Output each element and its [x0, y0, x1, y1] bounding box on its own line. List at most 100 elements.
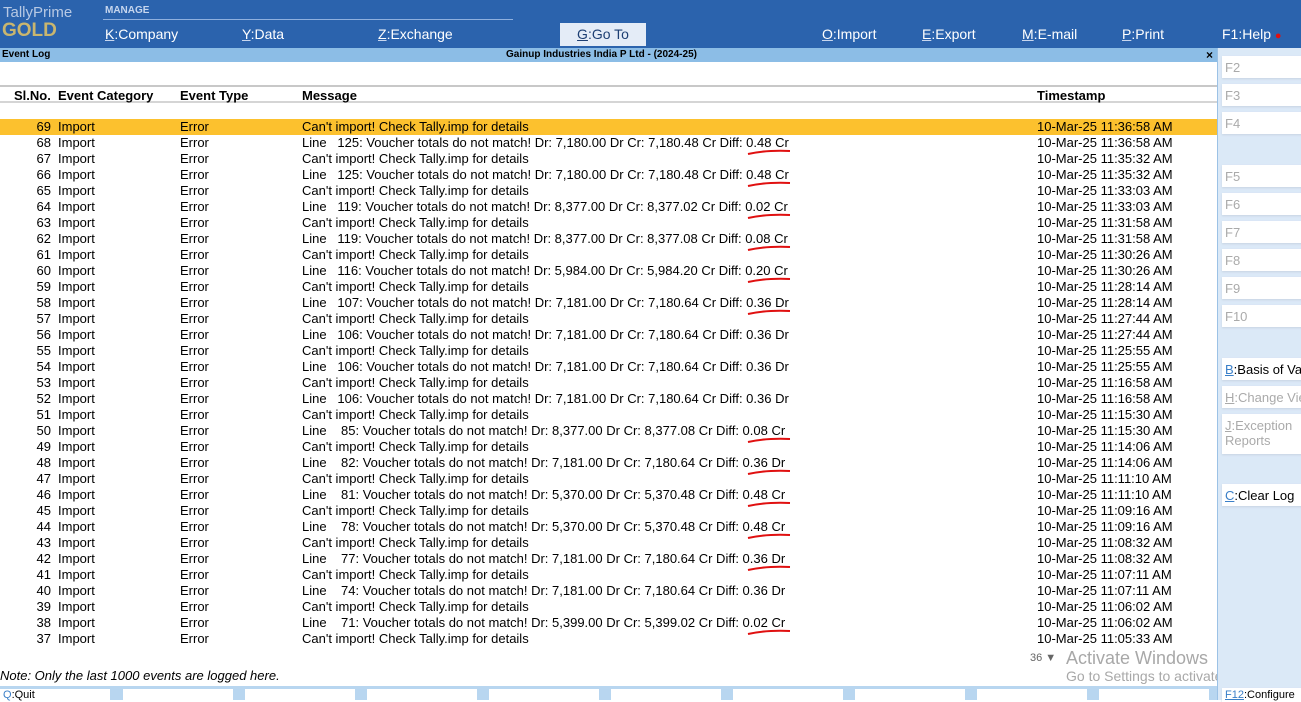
sl-no: 65	[36, 183, 51, 198]
table-row[interactable]: 58 Import Error Line 107: Voucher totals do…	[0, 295, 1217, 315]
table-row[interactable]: 44 Import Error Line 78: Voucher totals do …	[0, 519, 1217, 539]
message: Line 74: Voucher totals do not match! Dr…	[302, 583, 786, 598]
button-f8[interactable]: F8	[1222, 249, 1301, 271]
timestamp: 10-Mar-25 11:31:58 AM	[1037, 215, 1173, 230]
event-category: Import	[58, 327, 95, 342]
table-row[interactable]: 55 Import Error Can't import! Check Tally.i…	[0, 343, 1217, 359]
table-row[interactable]: 62 Import Error Line 119: Voucher totals do…	[0, 231, 1217, 251]
configure-button[interactable]: F12:Configure	[1222, 688, 1301, 702]
table-row[interactable]: 57 Import Error Can't import! Check Tally.i…	[0, 311, 1217, 327]
button-f4[interactable]: F4	[1222, 112, 1301, 134]
button-f7[interactable]: F7	[1222, 221, 1301, 243]
event-category: Import	[58, 615, 95, 630]
timestamp: 10-Mar-25 11:09:16 AM	[1037, 519, 1173, 534]
timestamp: 10-Mar-25 11:06:02 AM	[1037, 615, 1173, 630]
timestamp: 10-Mar-25 11:14:06 AM	[1037, 439, 1173, 454]
menu-export[interactable]: E:Export	[922, 26, 976, 42]
button-change-view[interactable]: H:Change View	[1222, 386, 1301, 408]
menu-import[interactable]: O:Import	[822, 26, 877, 42]
empty-button-slot	[123, 689, 233, 700]
table-row[interactable]: 60 Import Error Line 116: Voucher totals do…	[0, 263, 1217, 283]
event-type: Error	[180, 167, 209, 182]
table-row[interactable]: 45 Import Error Can't import! Check Tally.i…	[0, 503, 1217, 519]
event-type: Error	[180, 151, 209, 166]
timestamp: 10-Mar-25 11:36:58 AM	[1037, 135, 1173, 150]
empty-button-slot	[367, 689, 477, 700]
event-category: Import	[58, 375, 95, 390]
empty-button-slot	[977, 689, 1087, 700]
menu-help[interactable]: F1:Help ●	[1222, 26, 1282, 42]
table-row[interactable]: 38 Import Error Line 71: Voucher totals do …	[0, 615, 1217, 635]
table-row[interactable]: 48 Import Error Line 82: Voucher totals do …	[0, 455, 1217, 475]
event-type: Error	[180, 311, 209, 326]
menu-exchange[interactable]: Z:Exchange	[378, 26, 453, 42]
more-rows-indicator[interactable]: 36 ▼	[1030, 652, 1057, 664]
timestamp: 10-Mar-25 11:25:55 AM	[1037, 343, 1173, 358]
message: Can't import! Check Tally.imp for detail…	[302, 343, 529, 358]
table-row[interactable]: 67 Import Error Can't import! Check Tally.i…	[0, 151, 1217, 167]
timestamp: 10-Mar-25 11:35:32 AM	[1037, 167, 1173, 182]
button-clear-log[interactable]: C:Clear Log	[1222, 484, 1301, 506]
menu-company[interactable]: K:Company	[105, 26, 179, 42]
table-row[interactable]: 43 Import Error Can't import! Check Tally.i…	[0, 535, 1217, 551]
timestamp: 10-Mar-25 11:15:30 AM	[1037, 423, 1173, 438]
report-title: Event Log	[2, 49, 51, 60]
table-row[interactable]: 41 Import Error Can't import! Check Tally.i…	[0, 567, 1217, 583]
button-exception-reports[interactable]: J:Exception Reports	[1222, 414, 1301, 454]
table-row[interactable]: 52 Import Error Line 106: Voucher totals do…	[0, 391, 1217, 407]
message: Line 85: Voucher totals do not match! Dr…	[302, 423, 786, 438]
table-row[interactable]: 63 Import Error Can't import! Check Tally.i…	[0, 215, 1217, 231]
menu-print[interactable]: P:Print	[1122, 26, 1165, 42]
button-f6[interactable]: F6	[1222, 193, 1301, 215]
sl-no: 52	[36, 391, 51, 406]
timestamp: 10-Mar-25 11:11:10 AM	[1037, 487, 1172, 502]
close-icon[interactable]: ×	[1205, 48, 1213, 62]
table-row[interactable]: 53 Import Error Can't import! Check Tally.i…	[0, 375, 1217, 391]
button-f10[interactable]: F10	[1222, 305, 1301, 327]
table-row[interactable]: 49 Import Error Can't import! Check Tally.i…	[0, 439, 1217, 455]
table-row[interactable]: 42 Import Error Line 77: Voucher totals do …	[0, 551, 1217, 571]
table-row[interactable]: 68 Import Error Line 125: Voucher totals do…	[0, 135, 1217, 155]
quit-button[interactable]: Q:Quit	[0, 689, 110, 701]
timestamp: 10-Mar-25 11:05:33 AM	[1037, 631, 1173, 646]
button-f5[interactable]: F5	[1222, 165, 1301, 187]
event-category: Import	[58, 343, 95, 358]
table-row[interactable]: 66 Import Error Line 125: Voucher totals do…	[0, 167, 1217, 187]
table-row[interactable]: 51 Import Error Can't import! Check Tally.i…	[0, 407, 1217, 423]
brand-name: TallyPrime	[3, 4, 73, 21]
timestamp: 10-Mar-25 11:25:55 AM	[1037, 359, 1173, 374]
table-row[interactable]: 64 Import Error Line 119: Voucher totals do…	[0, 199, 1217, 219]
menu-goto[interactable]: G:Go To	[560, 23, 646, 46]
sl-no: 64	[36, 199, 51, 214]
button-f9[interactable]: F9	[1222, 277, 1301, 299]
button-basis-of-values[interactable]: B:Basis of Values	[1222, 358, 1301, 380]
table-row[interactable]: 39 Import Error Can't import! Check Tally.i…	[0, 599, 1217, 615]
table-row[interactable]: 56 Import Error Line 106: Voucher totals do…	[0, 327, 1217, 343]
event-type: Error	[180, 391, 209, 406]
table-row[interactable]: 65 Import Error Can't import! Check Tally.i…	[0, 183, 1217, 199]
col-category: Event Category	[58, 88, 154, 103]
table-row[interactable]: 46 Import Error Line 81: Voucher totals do …	[0, 487, 1217, 507]
button-f3[interactable]: F3	[1222, 84, 1301, 106]
table-row[interactable]: 37 Import Error Can't import! Check Tally.i…	[0, 631, 1217, 647]
event-type: Error	[180, 455, 209, 470]
sl-no: 51	[36, 407, 51, 422]
menu-data[interactable]: Y:Data	[242, 26, 285, 42]
table-row[interactable]: 40 Import Error Line 74: Voucher totals do …	[0, 583, 1217, 599]
event-category: Import	[58, 199, 95, 214]
brand-edition: GOLD	[2, 20, 57, 41]
table-row[interactable]: 50 Import Error Line 85: Voucher totals do …	[0, 423, 1217, 443]
sl-no: 57	[36, 311, 51, 326]
timestamp: 10-Mar-25 11:08:32 AM	[1037, 551, 1173, 566]
table-row[interactable]: 59 Import Error Can't import! Check Tally.i…	[0, 279, 1217, 295]
timestamp: 10-Mar-25 11:07:11 AM	[1037, 583, 1172, 598]
event-type: Error	[180, 343, 209, 358]
table-row[interactable]: 69 Import Error Can't import! Check Tally.i…	[0, 119, 1217, 135]
table-row[interactable]: 47 Import Error Can't import! Check Tally.i…	[0, 471, 1217, 487]
button-f2[interactable]: F2	[1222, 56, 1301, 78]
menu-email[interactable]: M:E-mail	[1022, 26, 1078, 42]
message: Can't import! Check Tally.imp for detail…	[302, 535, 529, 550]
table-row[interactable]: 54 Import Error Line 106: Voucher totals do…	[0, 359, 1217, 375]
table-row[interactable]: 61 Import Error Can't import! Check Tally.i…	[0, 247, 1217, 263]
message: Can't import! Check Tally.imp for detail…	[302, 407, 529, 422]
